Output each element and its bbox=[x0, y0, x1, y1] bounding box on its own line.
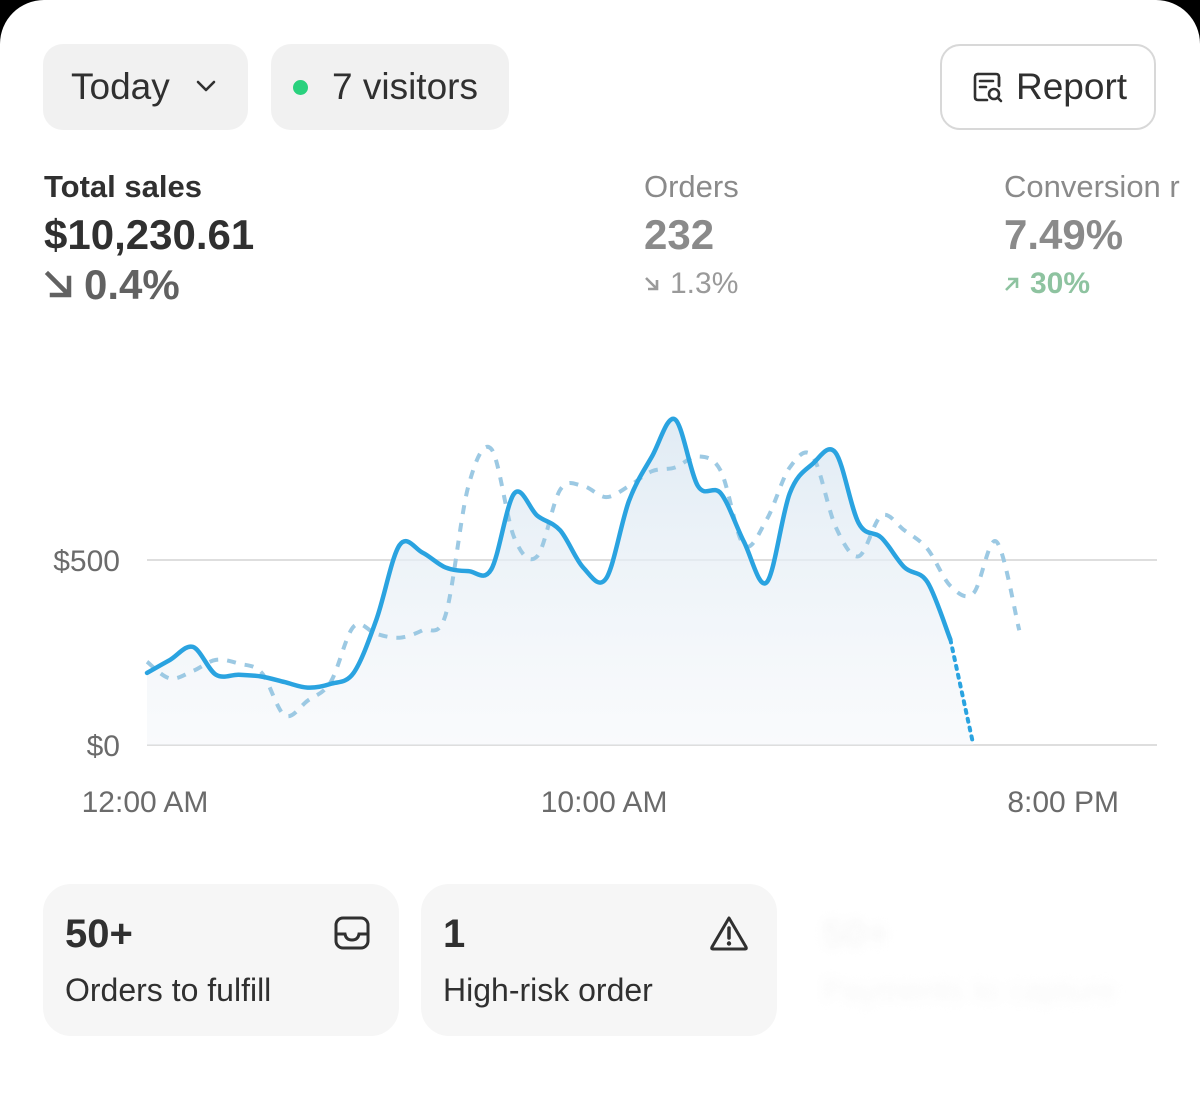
arrow-up-right-icon bbox=[1005, 277, 1019, 291]
conversion-value: 7.49% bbox=[1004, 211, 1124, 258]
live-visitors-button[interactable]: 7 visitors bbox=[271, 44, 509, 130]
inbox-icon bbox=[334, 916, 370, 950]
high-risk-count: 1 bbox=[443, 912, 466, 956]
orders-to-fulfill-card[interactable]: 50+ Orders to fulfill bbox=[43, 884, 399, 1036]
report-label: Report bbox=[1016, 66, 1128, 107]
y-tick-label: $500 bbox=[53, 545, 120, 578]
arrow-down-right-icon bbox=[44, 270, 72, 298]
arrow-down-right-icon bbox=[645, 277, 659, 291]
total-sales-change: 0.4% bbox=[44, 262, 254, 308]
y-tick-label: $0 bbox=[87, 730, 120, 763]
orders-label: Orders bbox=[644, 169, 739, 204]
total-sales-label: Total sales bbox=[44, 169, 202, 204]
high-risk-order-card[interactable]: 1 High-risk order bbox=[421, 884, 777, 1036]
total-sales-metric[interactable]: Total sales $10,230.61 0.4% bbox=[44, 170, 254, 308]
orders-to-fulfill-label: Orders to fulfill bbox=[65, 972, 272, 1008]
date-range-label: Today bbox=[71, 66, 170, 107]
report-button[interactable]: Report bbox=[940, 44, 1156, 130]
conversion-metric[interactable]: Conversion r 7.49% 30% bbox=[1004, 170, 1180, 304]
high-risk-label: High-risk order bbox=[443, 972, 653, 1008]
date-range-selector[interactable]: Today bbox=[43, 44, 248, 130]
faded-next-card[interactable]: 50+ Payments to capture bbox=[800, 884, 1200, 1036]
total-sales-change-value: 0.4% bbox=[84, 261, 180, 308]
x-tick-label: 10:00 AM bbox=[541, 786, 668, 819]
total-sales-value: $10,230.61 bbox=[44, 211, 255, 258]
orders-to-fulfill-count: 50+ bbox=[65, 912, 133, 956]
orders-metric[interactable]: Orders 232 1.3% bbox=[644, 170, 739, 304]
report-icon bbox=[973, 72, 1003, 103]
warning-icon bbox=[710, 916, 748, 951]
conversion-change: 30% bbox=[1004, 264, 1180, 304]
conversion-change-value: 30% bbox=[1030, 267, 1091, 300]
faded-card-count: 50+ bbox=[822, 912, 890, 956]
orders-change-value: 1.3% bbox=[670, 267, 739, 300]
faded-card-label: Payments to capture bbox=[822, 972, 1116, 1008]
visitors-label: 7 visitors bbox=[332, 66, 478, 107]
comparison-series-line bbox=[145, 444, 1022, 719]
sales-projection-line bbox=[948, 637, 976, 747]
sales-series-line bbox=[144, 416, 953, 690]
sales-line-chart[interactable]: $500 $0 12:00 AM 10:00 AM 8:00 PM bbox=[0, 340, 1200, 830]
orders-change: 1.3% bbox=[644, 264, 739, 304]
x-tick-label: 12:00 AM bbox=[82, 786, 209, 819]
conversion-label: Conversion r bbox=[1004, 169, 1180, 204]
sales-area-fill bbox=[147, 418, 974, 745]
orders-value: 232 bbox=[644, 211, 715, 258]
live-indicator-dot bbox=[293, 79, 308, 95]
chevron-down-icon bbox=[196, 80, 216, 92]
x-tick-label: 8:00 PM bbox=[1007, 786, 1119, 819]
